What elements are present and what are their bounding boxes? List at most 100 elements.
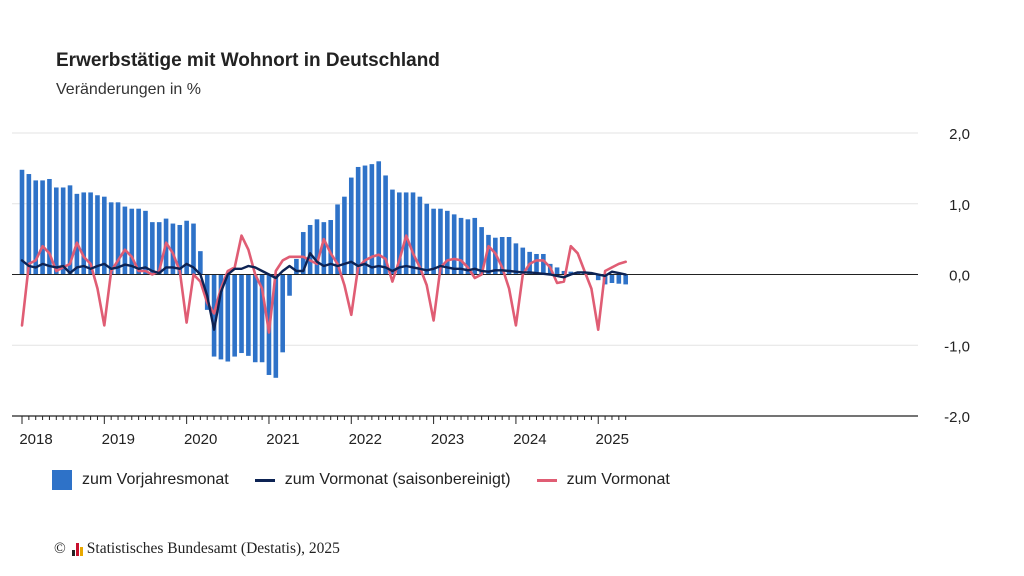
x-tick-label: 2023 <box>431 431 464 448</box>
x-tick-label: 2025 <box>596 431 629 448</box>
bar <box>513 243 519 275</box>
bar <box>246 274 251 356</box>
bar <box>156 222 162 275</box>
bar <box>191 223 196 275</box>
bar <box>595 274 601 281</box>
bar <box>259 274 265 363</box>
bar <box>40 180 45 275</box>
bar <box>225 274 231 362</box>
bar <box>417 196 423 275</box>
x-tick-label: 2021 <box>266 431 299 448</box>
bar <box>383 175 388 275</box>
bar <box>67 185 73 275</box>
legend-label-yoy: zum Vorjahresmonat <box>82 471 229 488</box>
legend-label-mom: zum Vormonat <box>566 471 670 488</box>
bar <box>74 193 80 275</box>
bar <box>335 204 340 275</box>
bar <box>26 174 32 275</box>
source-note: © Statistisches Bundesamt (Destatis), 20… <box>54 540 340 558</box>
bar <box>115 202 121 275</box>
x-tick-label: 2022 <box>349 431 382 448</box>
bar <box>218 274 224 360</box>
legend-label-sa: zum Vormonat (saisonbereinigt) <box>284 471 511 488</box>
bar <box>486 234 491 275</box>
bar <box>294 258 299 275</box>
bar <box>198 251 203 275</box>
bar <box>211 274 217 357</box>
source-text: Statistisches Bundesamt (Destatis), 2025 <box>86 540 340 557</box>
bar <box>561 270 567 275</box>
destatis-logo-icon <box>71 542 83 556</box>
bar <box>108 202 114 275</box>
bar <box>122 206 128 275</box>
x-tick-label: 2024 <box>513 431 546 448</box>
bar <box>431 208 436 275</box>
chart-legend: zum Vorjahresmonat zum Vormonat (saisonb… <box>52 470 696 490</box>
bar <box>314 219 320 275</box>
bar <box>355 166 361 275</box>
bar <box>362 165 368 275</box>
bar <box>348 177 354 275</box>
bar <box>623 274 628 285</box>
bar <box>541 253 546 275</box>
bar <box>506 237 512 275</box>
bar <box>280 274 285 353</box>
y-tick-label: -1,0 <box>944 338 970 355</box>
bar <box>273 274 279 378</box>
bar <box>342 196 347 275</box>
bar <box>609 274 615 283</box>
bar <box>47 178 52 275</box>
bar <box>232 274 237 357</box>
bar <box>499 237 505 275</box>
bar <box>369 164 375 275</box>
bar <box>239 274 244 354</box>
bar <box>33 180 39 275</box>
chart-subtitle: Veränderungen in % <box>56 81 201 98</box>
bar <box>321 222 327 275</box>
bar <box>534 253 539 275</box>
bar <box>95 195 100 275</box>
bar <box>300 232 306 275</box>
bar <box>458 217 464 275</box>
bar <box>520 247 526 275</box>
bar <box>376 161 382 275</box>
bar <box>616 274 622 284</box>
legend-item-yoy[interactable]: zum Vorjahresmonat <box>52 470 229 490</box>
bar <box>397 192 402 275</box>
legend-item-sa[interactable]: zum Vormonat (saisonbereinigt) <box>254 471 511 489</box>
legend-item-mom[interactable]: zum Vormonat <box>536 471 670 489</box>
chart-title: Erwerbstätige mit Wohnort in Deutschland <box>56 50 440 71</box>
legend-swatch-sa-line <box>254 478 275 482</box>
legend-swatch-bar <box>52 470 72 490</box>
bar <box>136 208 141 275</box>
y-tick-label: 2,0 <box>949 126 970 143</box>
bar <box>177 224 183 275</box>
x-tick-label: 2018 <box>19 431 52 448</box>
series-line-zum-vormonat <box>20 234 628 334</box>
bar <box>54 187 59 275</box>
bar <box>410 192 416 275</box>
x-tick-label: 2020 <box>184 431 217 448</box>
bar <box>143 210 148 275</box>
bar <box>568 271 574 275</box>
bar <box>445 210 450 275</box>
bar <box>170 223 176 275</box>
legend-swatch-mom-line <box>536 478 557 482</box>
y-tick-label: 0,0 <box>949 268 970 285</box>
series-line-zum-vormonat-saisonbereinigt <box>20 252 627 331</box>
bar <box>554 267 560 275</box>
bar <box>60 187 66 275</box>
bar <box>252 274 258 363</box>
y-tick-label: 1,0 <box>949 197 970 214</box>
bar <box>184 220 189 275</box>
bar <box>129 208 135 275</box>
bar <box>472 217 478 275</box>
bar <box>88 192 93 275</box>
bar <box>424 203 430 275</box>
chart-plot: 2,0 1,0 0,0 -1,0 -2,0 2018 2019 2020 2021 2022 202… <box>12 126 970 448</box>
bar <box>390 189 395 275</box>
copyright-symbol: © <box>54 540 66 557</box>
bar <box>328 220 333 275</box>
bar <box>81 192 87 275</box>
bar <box>479 227 484 275</box>
